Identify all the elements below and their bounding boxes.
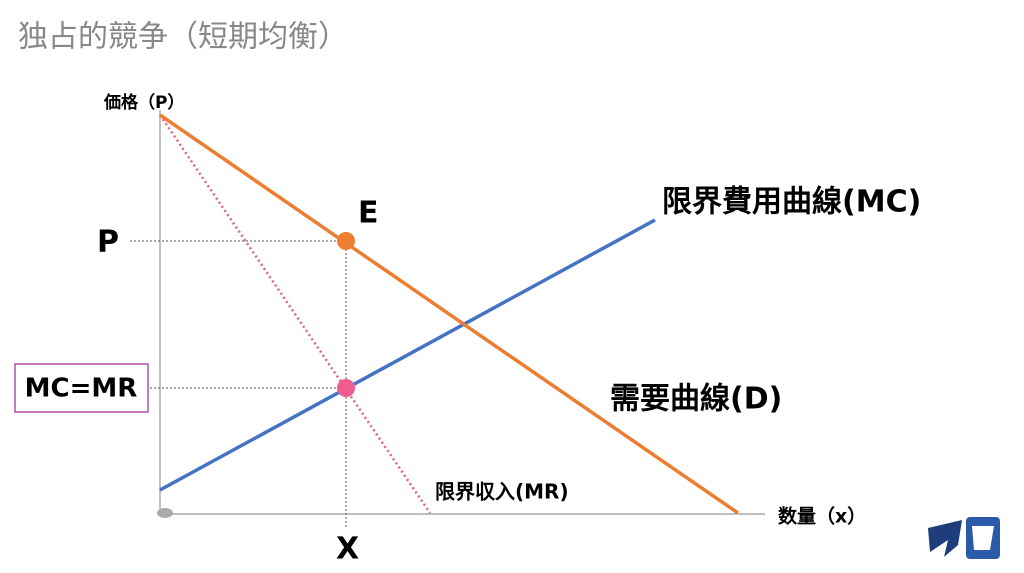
price-label: P xyxy=(97,225,119,260)
mc-curve-label: 限界費用曲線(MC) xyxy=(662,185,921,220)
equilibrium-label: E xyxy=(358,196,379,231)
title: 独占的競争（短期均衡） xyxy=(18,20,348,55)
equilibrium-point xyxy=(337,232,355,250)
logo xyxy=(928,517,1000,559)
mr-curve-label: 限界収入(MR) xyxy=(435,480,569,504)
y-axis-label: 価格（P） xyxy=(103,92,184,113)
mc-mr-point xyxy=(337,379,355,397)
quantity-label: X xyxy=(336,532,359,567)
demand-curve xyxy=(159,113,739,515)
origin-dot xyxy=(157,508,173,518)
mc-mr-box xyxy=(14,363,149,413)
x-axis-label: 数量（x） xyxy=(778,505,866,528)
mc-curve xyxy=(159,218,656,492)
demand-curve-label: 需要曲線(D) xyxy=(610,382,782,417)
mr-curve xyxy=(158,114,432,514)
mc-mr-label: MC=MR xyxy=(25,374,138,404)
